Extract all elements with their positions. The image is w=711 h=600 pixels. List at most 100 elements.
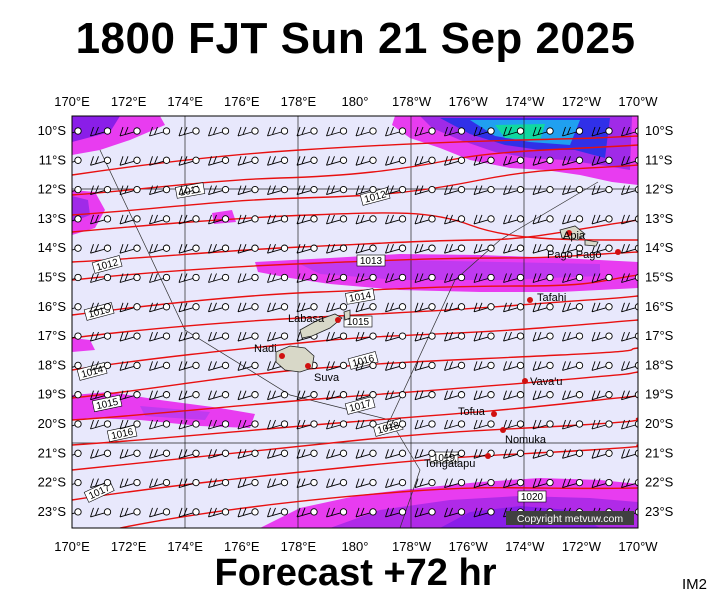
wind-barb xyxy=(119,478,141,489)
wind-barb xyxy=(562,449,584,459)
wind-barb xyxy=(562,302,584,313)
lat-label-left: 16°S xyxy=(38,299,67,314)
wind-barb xyxy=(385,478,407,489)
lat-label-right: 19°S xyxy=(645,387,674,402)
copyright-text: Copyright metvuw.com xyxy=(517,513,623,525)
wind-barb xyxy=(385,507,407,518)
place-label-labasa: Labasa xyxy=(288,313,325,325)
samoa-island xyxy=(559,225,586,241)
wind-barb xyxy=(267,478,289,489)
wind-barb xyxy=(208,419,230,430)
wind-barb xyxy=(532,214,554,225)
wind-barb xyxy=(621,126,638,137)
wind-barb xyxy=(414,331,436,342)
lat-label-left: 14°S xyxy=(38,240,67,255)
wind-barb xyxy=(267,302,289,313)
wind-barb xyxy=(355,419,377,430)
wind-barb xyxy=(444,244,466,254)
wind-barb xyxy=(237,449,259,459)
lat-label-left: 15°S xyxy=(38,270,67,285)
wind-barb xyxy=(296,273,318,283)
wind-barb xyxy=(562,126,584,137)
wind-barb xyxy=(591,390,613,401)
wind-barb xyxy=(237,361,259,371)
lat-label-right: 18°S xyxy=(645,357,674,372)
wind-barb xyxy=(72,420,82,428)
lon-label-top: 178°E xyxy=(281,94,317,109)
lon-label-top: 172°E xyxy=(111,94,147,109)
wind-barb xyxy=(562,156,584,166)
wind-barb xyxy=(208,273,230,283)
lat-label-left: 12°S xyxy=(38,182,67,197)
wind-barb xyxy=(326,449,348,459)
wind-barb xyxy=(237,331,259,342)
wind-barb xyxy=(208,126,230,137)
latitude-labels-left: 10°S 11°S 12°S 13°S 14°S 15°S 16°S 17°S 18°S 19°S… xyxy=(38,123,67,519)
wind-barb xyxy=(72,508,82,516)
wind-barb xyxy=(149,273,171,283)
lon-label-bottom: 170°W xyxy=(618,539,658,554)
lon-label-top: 174°E xyxy=(167,94,203,109)
wind-barb xyxy=(444,390,466,401)
wind-barb xyxy=(503,478,525,489)
wind-barb xyxy=(178,390,200,401)
wind-barb xyxy=(473,419,495,430)
wind-barb xyxy=(72,478,82,487)
wind-barb xyxy=(90,185,112,196)
wind-barb xyxy=(385,214,407,225)
wind-barb xyxy=(591,478,613,489)
wind-barb xyxy=(621,185,638,196)
wind-barb xyxy=(90,361,112,371)
lat-label-left: 13°S xyxy=(38,211,67,226)
wind-barb xyxy=(444,214,466,225)
wind-barb xyxy=(149,361,171,371)
isobar-label-text: 1014 xyxy=(348,290,372,305)
longitude-labels-bottom: 170°E 172°E 174°E 176°E 178°E 180° 178°W 176°W 1… xyxy=(54,539,658,554)
wind-barb xyxy=(621,302,638,313)
wind-barb xyxy=(503,185,525,196)
lon-label-top: 176°E xyxy=(224,94,260,109)
wind-barb xyxy=(72,244,82,252)
wind-barb xyxy=(444,361,466,371)
wind-barb xyxy=(444,449,466,459)
wind-barb xyxy=(473,331,495,342)
wind-barb xyxy=(178,331,200,342)
wind-barb xyxy=(90,419,112,430)
wind-barb xyxy=(149,331,171,342)
wind-barb xyxy=(178,507,200,518)
wind-barb xyxy=(237,214,259,225)
wind-barb xyxy=(473,478,495,489)
wind-barb xyxy=(414,156,436,166)
wind-barb xyxy=(208,244,230,254)
wind-barb xyxy=(473,361,495,371)
wind-barb xyxy=(72,361,82,370)
wind-barb xyxy=(267,185,289,196)
wind-barb xyxy=(621,390,638,401)
wind-barb xyxy=(532,478,554,489)
wind-barb xyxy=(355,156,377,166)
wind-barb xyxy=(90,273,112,283)
wind-barb xyxy=(237,478,259,489)
wind-barb xyxy=(90,302,112,313)
wind-barb xyxy=(326,214,348,225)
lon-label-top: 178°W xyxy=(392,94,432,109)
wind-barb xyxy=(90,507,112,518)
place-label-nomuka: Nomuka xyxy=(505,434,547,446)
wind-barb xyxy=(119,449,141,459)
lat-label-right: 23°S xyxy=(645,504,674,519)
wind-barb xyxy=(503,331,525,342)
wind-barb xyxy=(90,156,112,166)
wind-barb xyxy=(296,156,318,166)
wind-barb xyxy=(149,302,171,313)
isobar-label-text: 1013 xyxy=(360,256,383,267)
wind-barb xyxy=(591,302,613,313)
lat-label-left: 11°S xyxy=(39,152,67,167)
wind-barb xyxy=(591,273,613,283)
map-frame xyxy=(71,115,639,529)
wind-barb xyxy=(591,126,613,137)
lon-label-bottom: 174°W xyxy=(505,539,545,554)
wind-barb xyxy=(591,156,613,166)
place-label-apia: Apia xyxy=(563,230,586,242)
wind-barb xyxy=(119,390,141,401)
wind-barb xyxy=(267,244,289,254)
